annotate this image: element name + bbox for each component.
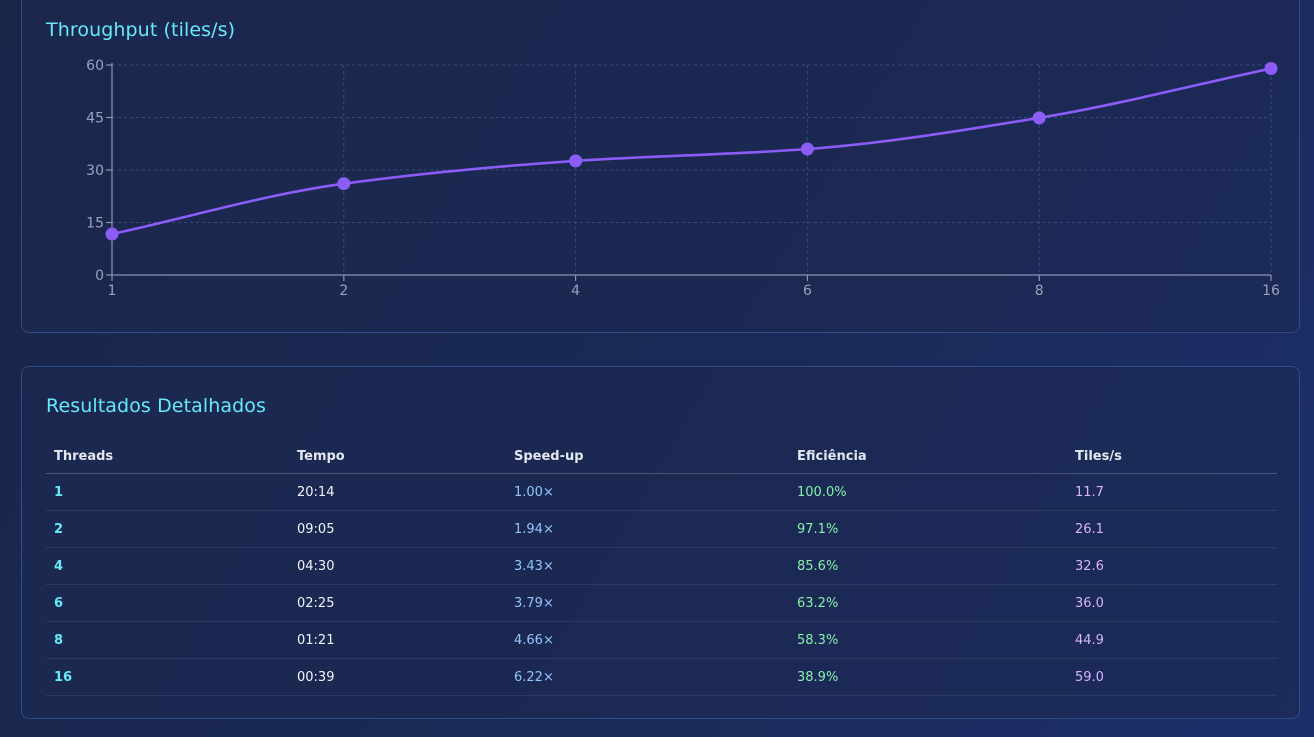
cell-speedup: 1.94×	[506, 510, 789, 548]
cell-eficiencia: 63.2%	[789, 584, 1067, 622]
cell-tempo: 01:21	[289, 621, 506, 659]
cell-threads: 16	[46, 658, 289, 696]
table-row: 6 02:25 3.79× 63.2% 36.0	[46, 584, 1277, 622]
cell-speedup: 6.22×	[506, 658, 789, 696]
cell-tempo: 04:30	[289, 547, 506, 585]
x-tick-label: 2	[339, 283, 348, 299]
cell-threads: 4	[46, 547, 289, 585]
column-header-tiles: Tiles/s	[1067, 439, 1277, 474]
cell-tiles: 36.0	[1067, 584, 1277, 622]
cell-eficiencia: 85.6%	[789, 547, 1067, 585]
throughput-chart-card: Throughput (tiles/s) 0 15 30 45 60 1 2 4 6 8 16	[21, 0, 1300, 333]
table-row: 1 20:14 1.00× 100.0% 11.7	[46, 473, 1277, 511]
table-title: Resultados Detalhados	[46, 395, 267, 417]
x-tick-label: 1	[108, 283, 117, 299]
x-tick-label: 6	[803, 283, 812, 299]
results-table: Threads Tempo Speed-up Eficiência Tiles/…	[46, 439, 1277, 696]
cell-speedup: 4.66×	[506, 621, 789, 659]
cell-tempo: 00:39	[289, 658, 506, 696]
data-point	[800, 142, 814, 156]
cell-tiles: 44.9	[1067, 621, 1277, 659]
data-point	[337, 177, 351, 191]
cell-speedup: 3.79×	[506, 584, 789, 622]
table-header-row: Threads Tempo Speed-up Eficiência Tiles/…	[46, 439, 1277, 474]
cell-eficiencia: 100.0%	[789, 473, 1067, 511]
cell-tiles: 32.6	[1067, 547, 1277, 585]
table-row: 2 09:05 1.94× 97.1% 26.1	[46, 510, 1277, 548]
y-tick-label: 0	[95, 268, 104, 284]
cell-threads: 8	[46, 621, 289, 659]
chart-title: Throughput (tiles/s)	[46, 19, 236, 41]
results-table-card: Resultados Detalhados Threads Tempo Spee…	[21, 366, 1300, 719]
cell-eficiencia: 38.9%	[789, 658, 1067, 696]
cell-speedup: 3.43×	[506, 547, 789, 585]
cell-threads: 1	[46, 473, 289, 511]
cell-threads: 6	[46, 584, 289, 622]
cell-tempo: 02:25	[289, 584, 506, 622]
data-point	[1264, 62, 1278, 75]
cell-speedup: 1.00×	[506, 473, 789, 511]
y-tick-label: 60	[86, 58, 104, 74]
x-tick-label: 8	[1035, 283, 1044, 299]
x-tick-label: 4	[571, 283, 580, 299]
cell-eficiencia: 58.3%	[789, 621, 1067, 659]
cell-tiles: 11.7	[1067, 473, 1277, 511]
table-row: 16 00:39 6.22× 38.9% 59.0	[46, 658, 1277, 696]
cell-tiles: 26.1	[1067, 510, 1277, 548]
y-tick-label: 45	[86, 111, 104, 127]
table-row: 8 01:21 4.66× 58.3% 44.9	[46, 621, 1277, 659]
y-tick-label: 30	[86, 163, 104, 179]
column-header-threads: Threads	[46, 439, 289, 474]
cell-tempo: 20:14	[289, 473, 506, 511]
column-header-speedup: Speed-up	[506, 439, 789, 474]
x-tick-label: 16	[1262, 283, 1280, 299]
cell-eficiencia: 97.1%	[789, 510, 1067, 548]
table-row: 4 04:30 3.43× 85.6% 32.6	[46, 547, 1277, 585]
data-point	[569, 154, 583, 168]
cell-tiles: 59.0	[1067, 658, 1277, 696]
data-point	[105, 227, 119, 241]
data-point	[1032, 111, 1046, 125]
series-line	[111, 67, 1272, 236]
throughput-chart: 0 15 30 45 60 1 2 4 6 8 16	[86, 58, 1280, 299]
column-header-eficiencia: Eficiência	[789, 439, 1067, 474]
cell-tempo: 09:05	[289, 510, 506, 548]
column-header-tempo: Tempo	[289, 439, 506, 474]
cell-threads: 2	[46, 510, 289, 548]
y-tick-label: 15	[86, 216, 104, 232]
